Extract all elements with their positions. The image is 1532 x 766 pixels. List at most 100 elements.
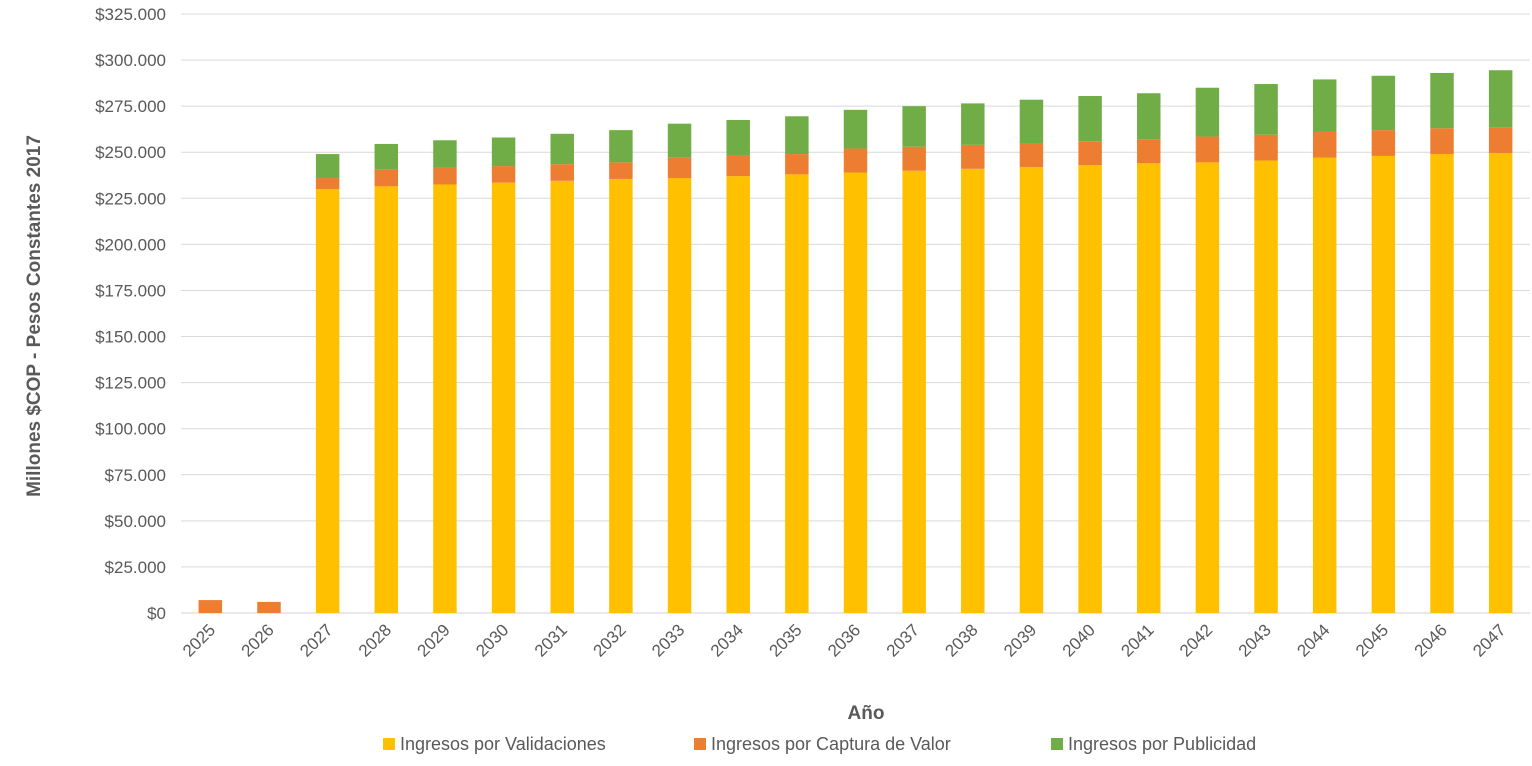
y-tick-label: $25.000 bbox=[105, 558, 166, 577]
x-tick-label: 2026 bbox=[238, 620, 278, 660]
y-tick-label: $200.000 bbox=[95, 235, 166, 254]
y-tick-label: $175.000 bbox=[95, 281, 166, 300]
bar-segment bbox=[374, 169, 399, 187]
bar-segment bbox=[726, 155, 750, 177]
bar-segment bbox=[726, 119, 750, 156]
bar-segment bbox=[1312, 131, 1337, 158]
x-tick-label: 2033 bbox=[648, 620, 688, 660]
bar-segment bbox=[315, 154, 340, 179]
bar-segment bbox=[1078, 96, 1102, 142]
y-axis-title: Millones $COP - Pesos Constantes 2017 bbox=[24, 135, 45, 497]
bar-segment bbox=[785, 116, 809, 155]
y-tick-label: $50.000 bbox=[105, 512, 166, 531]
bar-segment bbox=[609, 162, 633, 179]
x-axis-title: Año bbox=[848, 703, 885, 724]
bar-segment bbox=[1488, 127, 1513, 154]
y-tick-label: $250.000 bbox=[95, 143, 166, 162]
legend-swatch bbox=[383, 738, 395, 750]
y-tick-label: $75.000 bbox=[105, 466, 166, 485]
bar-segment bbox=[374, 143, 399, 170]
bar-segment bbox=[315, 189, 340, 614]
x-tick-label: 2044 bbox=[1293, 620, 1333, 660]
legend-swatch bbox=[1051, 738, 1063, 750]
bar-segment bbox=[902, 106, 926, 147]
bar-segment bbox=[843, 148, 868, 173]
bar-segment bbox=[843, 172, 868, 613]
bar-segment bbox=[843, 109, 868, 149]
bar-segment bbox=[491, 137, 516, 167]
bar-segment bbox=[1254, 84, 1278, 135]
x-tick-label: 2028 bbox=[355, 620, 395, 660]
y-tick-label: $150.000 bbox=[95, 328, 166, 347]
bar-segment bbox=[1019, 166, 1044, 613]
bar-segment bbox=[726, 176, 750, 613]
bar-segment bbox=[1312, 157, 1337, 613]
bar-segment bbox=[667, 178, 692, 613]
bar-segment bbox=[433, 184, 457, 613]
bar-segment bbox=[1195, 136, 1220, 163]
bar-segment bbox=[667, 157, 692, 179]
bar-segment bbox=[785, 154, 809, 175]
bar-segment bbox=[1195, 162, 1220, 614]
bar-segment bbox=[1195, 87, 1220, 137]
bar-segment bbox=[1078, 165, 1102, 613]
bar-segment bbox=[1488, 153, 1513, 613]
bar-segment bbox=[902, 146, 926, 171]
x-tick-label: 2038 bbox=[941, 620, 981, 660]
bar-segment bbox=[198, 600, 223, 613]
bar-segment bbox=[433, 167, 457, 185]
x-tick-label: 2027 bbox=[296, 620, 336, 660]
bar-segment bbox=[1137, 139, 1161, 164]
x-tick-label: 2035 bbox=[765, 620, 805, 660]
bar-segment bbox=[961, 103, 985, 145]
x-tick-label: 2047 bbox=[1469, 620, 1509, 660]
y-tick-label: $225.000 bbox=[95, 189, 166, 208]
legend-label: Ingresos por Publicidad bbox=[1068, 734, 1256, 754]
x-tick-label: 2040 bbox=[1059, 620, 1099, 660]
x-tick-label: 2031 bbox=[531, 620, 571, 660]
bar-segment bbox=[550, 180, 574, 613]
x-tick-label: 2034 bbox=[707, 620, 747, 660]
y-tick-label: $125.000 bbox=[95, 374, 166, 393]
legend-label: Ingresos por Captura de Valor bbox=[711, 734, 951, 754]
bar-segment bbox=[1488, 70, 1513, 128]
bar-segment bbox=[667, 123, 692, 158]
y-axis-ticks: $0 $25.000 $50.000 $75.000 $100.000 $125.000 $… bbox=[95, 5, 166, 623]
x-tick-label: 2039 bbox=[1000, 620, 1040, 660]
bar-segment bbox=[257, 601, 281, 613]
bar-segment bbox=[1254, 134, 1278, 161]
x-tick-label: 2036 bbox=[824, 620, 864, 660]
bar-segment bbox=[785, 174, 809, 613]
legend-label: Ingresos por Validaciones bbox=[400, 734, 606, 754]
bar-segment bbox=[1371, 130, 1396, 156]
bar-segment bbox=[1430, 128, 1454, 155]
bar-segment bbox=[374, 186, 399, 613]
legend-swatch bbox=[694, 738, 706, 750]
bar-segment bbox=[1371, 155, 1396, 613]
bar-segment bbox=[1019, 143, 1044, 167]
x-tick-label: 2046 bbox=[1411, 620, 1451, 660]
bar-segment bbox=[550, 133, 574, 165]
y-tick-label: $100.000 bbox=[95, 420, 166, 439]
bar-segment bbox=[491, 166, 516, 183]
bar-segment bbox=[1137, 163, 1161, 613]
bar-segment bbox=[961, 144, 985, 169]
bar-segment bbox=[1078, 141, 1102, 166]
x-axis-ticks: 2025 2026 2027 2028 2029 2030 2031 2032 2033 2034… bbox=[179, 620, 1510, 660]
bar-segment bbox=[491, 182, 516, 613]
y-tick-label: $0 bbox=[147, 604, 166, 623]
bars bbox=[198, 70, 1513, 614]
x-tick-label: 2025 bbox=[179, 620, 219, 660]
bar-segment bbox=[902, 170, 926, 613]
x-tick-label: 2030 bbox=[472, 620, 512, 660]
bar-segment bbox=[550, 164, 574, 181]
x-tick-label: 2037 bbox=[883, 620, 923, 660]
x-tick-label: 2045 bbox=[1352, 620, 1392, 660]
bar-segment bbox=[1254, 160, 1278, 614]
x-tick-label: 2043 bbox=[1235, 620, 1275, 660]
bar-segment bbox=[1371, 75, 1396, 131]
y-tick-label: $325.000 bbox=[95, 5, 166, 24]
x-tick-label: 2042 bbox=[1176, 620, 1216, 660]
bar-segment bbox=[1312, 79, 1337, 132]
